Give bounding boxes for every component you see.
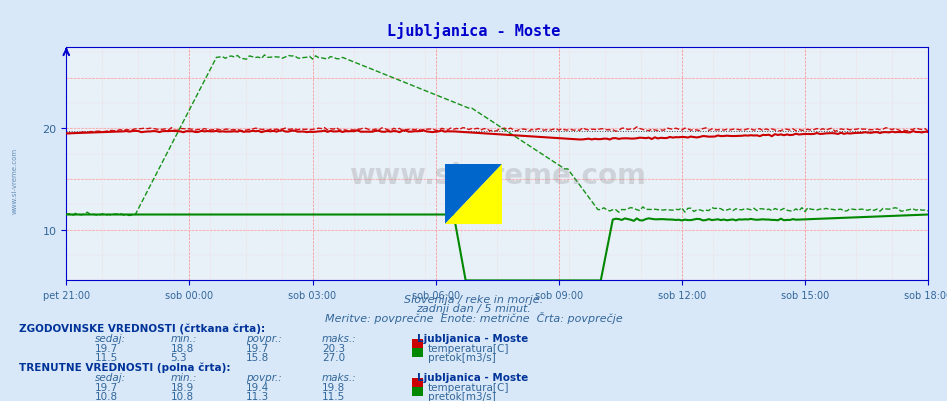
Text: temperatura[C]: temperatura[C] [428, 382, 509, 392]
Text: 20.3: 20.3 [322, 343, 345, 353]
Text: ZGODOVINSKE VREDNOSTI (črtkana črta):: ZGODOVINSKE VREDNOSTI (črtkana črta): [19, 323, 265, 333]
Text: 19.8: 19.8 [322, 382, 346, 392]
Text: 19.4: 19.4 [246, 382, 270, 392]
Text: pretok[m3/s]: pretok[m3/s] [428, 391, 496, 401]
Text: maks.:: maks.: [322, 372, 357, 382]
Text: 27.0: 27.0 [322, 352, 345, 362]
Text: min.:: min.: [170, 372, 197, 382]
Text: Ljubljanica - Moste: Ljubljanica - Moste [417, 372, 527, 382]
Polygon shape [445, 164, 502, 225]
Text: www.si-vreme.com: www.si-vreme.com [11, 148, 17, 213]
Text: www.si-vreme.com: www.si-vreme.com [348, 162, 646, 190]
Text: 15.8: 15.8 [246, 352, 270, 362]
Text: maks.:: maks.: [322, 333, 357, 343]
Text: 10.8: 10.8 [95, 391, 117, 401]
Text: temperatura[C]: temperatura[C] [428, 343, 509, 353]
Text: Slovenija / reke in morje.: Slovenija / reke in morje. [404, 295, 543, 305]
Polygon shape [445, 164, 502, 225]
Text: 11.3: 11.3 [246, 391, 270, 401]
Text: 10.8: 10.8 [170, 391, 193, 401]
Text: 18.9: 18.9 [170, 382, 194, 392]
Text: sedaj:: sedaj: [95, 372, 126, 382]
Text: 19.7: 19.7 [95, 343, 118, 353]
Text: 11.5: 11.5 [322, 391, 346, 401]
Text: pretok[m3/s]: pretok[m3/s] [428, 352, 496, 362]
Text: zadnji dan / 5 minut.: zadnji dan / 5 minut. [416, 303, 531, 313]
Text: Ljubljanica - Moste: Ljubljanica - Moste [417, 333, 527, 343]
Text: 18.8: 18.8 [170, 343, 194, 353]
Text: Ljubljanica - Moste: Ljubljanica - Moste [386, 22, 561, 39]
Text: 19.7: 19.7 [246, 343, 270, 353]
Text: Meritve: povprečne  Enote: metrične  Črta: povprečje: Meritve: povprečne Enote: metrične Črta:… [325, 311, 622, 323]
Text: sedaj:: sedaj: [95, 333, 126, 343]
Text: povpr.:: povpr.: [246, 333, 282, 343]
Text: TRENUTNE VREDNOSTI (polna črta):: TRENUTNE VREDNOSTI (polna črta): [19, 362, 230, 372]
Text: min.:: min.: [170, 333, 197, 343]
Text: 19.7: 19.7 [95, 382, 118, 392]
Text: povpr.:: povpr.: [246, 372, 282, 382]
Text: 11.5: 11.5 [95, 352, 118, 362]
Text: 5.3: 5.3 [170, 352, 188, 362]
